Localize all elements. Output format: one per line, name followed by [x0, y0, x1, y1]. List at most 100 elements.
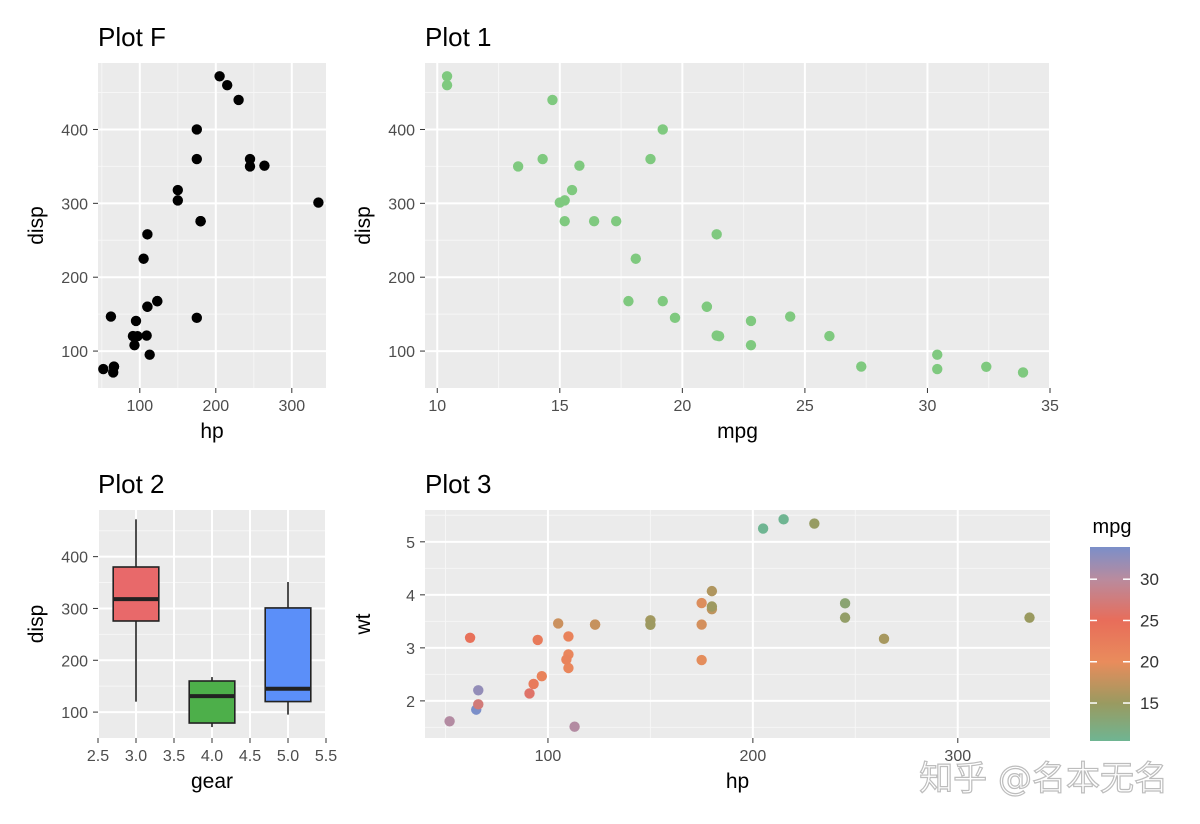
- plot2-x-tick-label: 5.5: [315, 748, 337, 765]
- plot1-point: [657, 295, 668, 307]
- plotF-x-tick-label: 100: [126, 398, 153, 415]
- plotF-y-axis-label: disp: [25, 206, 48, 245]
- plotF-y-tick-label: 300: [61, 196, 88, 213]
- plot1-y-axis-label: disp: [352, 206, 375, 245]
- plotF-point: [259, 160, 270, 171]
- plot1-background: [425, 63, 1050, 388]
- plot1-point: [657, 124, 668, 135]
- plot1-point: [932, 349, 943, 360]
- plot3-point: [563, 631, 574, 642]
- plot1-panel: 10 15 20 25 30 35 100 200 300 400 Plot 1 mpg disp: [352, 22, 1059, 443]
- plot2-box-gear-5: [264, 582, 312, 715]
- plot1-point: [745, 339, 757, 351]
- box-body: [264, 607, 312, 703]
- plotF-point: [138, 253, 149, 264]
- plotF-point: [144, 349, 155, 360]
- plot3-point: [528, 678, 539, 690]
- colorbar-tick-label: 20: [1140, 653, 1159, 672]
- plotF-point: [172, 195, 183, 206]
- plot1-point: [574, 160, 585, 171]
- plotF-point: [222, 79, 233, 91]
- plot3-x-tick-label: 100: [535, 748, 562, 765]
- plot2-x-tick-label: 2.5: [87, 748, 109, 765]
- plot1-y-tick-label: 200: [388, 270, 415, 287]
- plotF-point: [191, 124, 202, 135]
- plotF-point: [191, 153, 202, 165]
- plot3-point: [757, 523, 769, 534]
- colorbar-tick-label: 15: [1140, 694, 1159, 713]
- plot1-point: [547, 94, 558, 106]
- plot3-x-tick-label: 200: [740, 748, 767, 765]
- plot1-point: [981, 361, 992, 373]
- plotF-point: [108, 361, 120, 372]
- plot2-y-tick-label: 400: [61, 550, 88, 567]
- plotF-point: [191, 312, 202, 324]
- plot1-point: [623, 295, 634, 307]
- plot1-point: [554, 197, 566, 208]
- plot3-point: [778, 514, 789, 525]
- plot1-y-tick-label: 400: [388, 122, 415, 139]
- plot2-box-gear-4: [188, 677, 236, 728]
- plot3-point: [444, 716, 455, 727]
- plot2-x-tick-label: 3.0: [125, 748, 147, 765]
- plot1-points: [441, 71, 1029, 378]
- colorbar-tick-label: 30: [1140, 570, 1159, 589]
- plotF-point: [127, 330, 139, 342]
- plotF-point: [142, 229, 153, 240]
- plot1-x-tick-label: 15: [551, 398, 569, 415]
- box-body: [112, 566, 160, 622]
- plot3-point: [524, 688, 535, 699]
- plotF-point: [142, 301, 153, 312]
- plot2-x-tick-label: 3.5: [163, 748, 185, 765]
- plotF-y-tick-label: 400: [61, 122, 88, 139]
- colorbar-ticks: 15 20 25 30: [1090, 570, 1159, 713]
- plotF-point: [105, 311, 117, 322]
- plot3-point: [464, 632, 476, 643]
- plotF-point: [141, 330, 152, 341]
- plot3-point: [561, 654, 572, 665]
- plot3-panel: 100 200 300 2 3 4 5 Plot 3 hp wt: [352, 469, 1050, 793]
- plot3-point: [589, 619, 601, 630]
- plot1-x-tick-label: 25: [796, 398, 814, 415]
- colorbar: [1090, 547, 1130, 741]
- plot1-y-tick-label: 100: [388, 344, 415, 361]
- colorbar-tick-label: 25: [1140, 611, 1159, 630]
- plot1-point: [669, 312, 681, 324]
- plot1-point: [537, 153, 548, 165]
- plot1-point: [630, 253, 641, 264]
- plot3-point: [706, 601, 718, 612]
- plot3-y-tick-label: 3: [406, 641, 415, 658]
- plot1-x-tick-label: 30: [919, 398, 937, 415]
- plot1-point: [711, 330, 722, 341]
- plot2-x-tick-label: 5.0: [277, 748, 299, 765]
- plot1-point: [441, 79, 453, 91]
- plotF-x-tick-label: 300: [278, 398, 305, 415]
- plot1-x-tick-label: 35: [1041, 398, 1059, 415]
- plotF-y-tick-label: 100: [61, 344, 88, 361]
- plotF-point: [233, 94, 244, 106]
- plot1-point: [1017, 367, 1029, 378]
- plotF-panel: 100 200 300 100 200 300 400 Plot F hp disp: [25, 22, 326, 443]
- plot3-point: [696, 619, 707, 630]
- plot3-point: [536, 671, 548, 682]
- plot3-x-axis-label: hp: [726, 770, 749, 793]
- plotF-x-axis-label: hp: [200, 420, 223, 443]
- plot3-point: [552, 618, 564, 629]
- plot2-title: Plot 2: [98, 469, 165, 499]
- plot2-y-tick-label: 200: [61, 653, 88, 670]
- plot3-y-axis-label: wt: [352, 613, 375, 635]
- plot1-point: [856, 361, 867, 372]
- plot1-point: [645, 153, 656, 165]
- plot1-point: [588, 216, 600, 227]
- plotF-y-tick-label: 200: [61, 270, 88, 287]
- plot2-y-tick-label: 300: [61, 601, 88, 618]
- plot1-point: [441, 71, 453, 82]
- plot2-y-axis-label: disp: [25, 605, 48, 644]
- plot2-x-tick-label: 4.0: [201, 748, 223, 765]
- plot3-point: [839, 612, 851, 623]
- plots-layer: 100 200 300 100 200 300 400 Plot F hp disp 10 15 20 2…: [25, 22, 1059, 793]
- plot3-point: [473, 699, 484, 710]
- legend-title: mpg: [1093, 516, 1132, 538]
- plotF-point: [130, 315, 142, 327]
